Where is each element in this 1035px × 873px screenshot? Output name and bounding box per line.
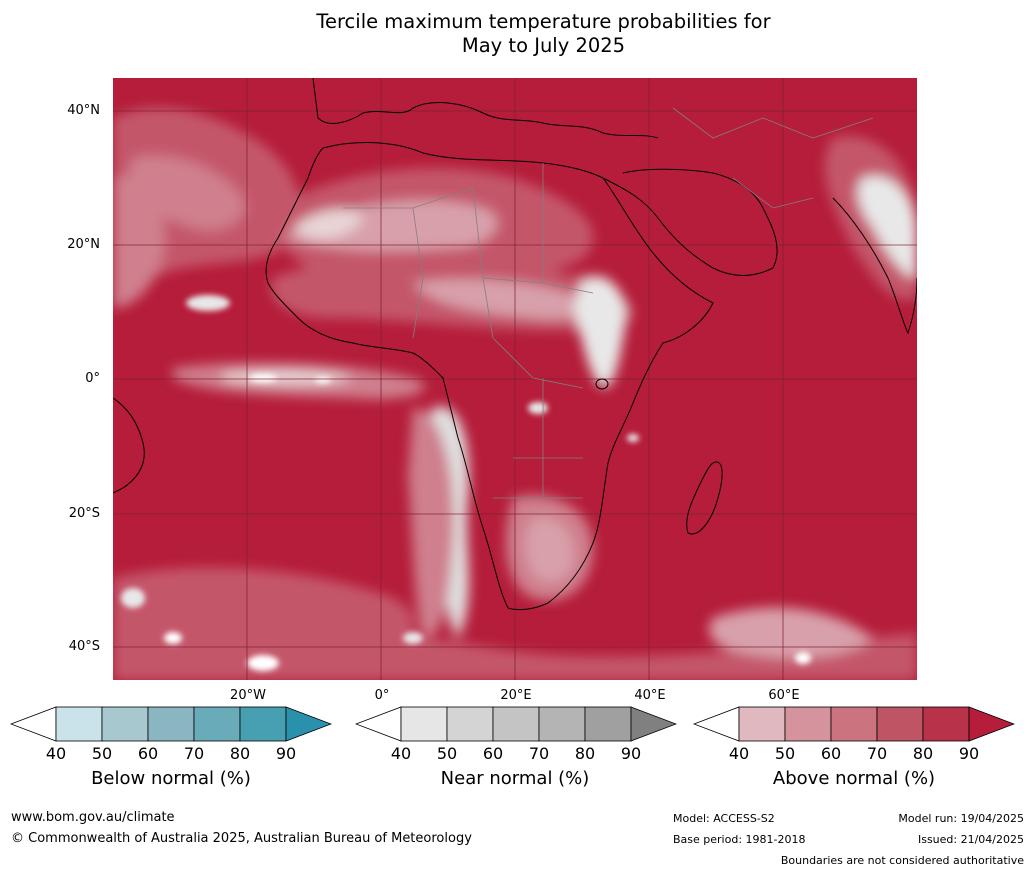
colorbar-below-normal-tick: 40	[45, 744, 67, 763]
colorbar-above-normal-tick: 60	[820, 744, 842, 763]
legend-label-below-normal: Below normal (%)	[91, 768, 251, 789]
title-line-2: May to July 2025	[461, 34, 626, 57]
colorbar-near-normal	[355, 706, 677, 742]
colorbar-above-normal-tick: 50	[774, 744, 796, 763]
lon-label-20w: 20°W	[230, 688, 266, 703]
chart-title: Tercile maximum temperature probabilitie…	[0, 10, 1035, 58]
colorbar-below-normal-tick: 70	[183, 744, 205, 763]
colorbar-below-normal-swatch	[147, 706, 195, 742]
colorbar-above-normal-swatch	[738, 706, 786, 742]
graticule	[113, 78, 917, 680]
footer-model-run: Model run: 19/04/2025	[898, 812, 1024, 825]
colorbar-below-normal-tick: 80	[229, 744, 251, 763]
legend-label-above-normal: Above normal (%)	[772, 768, 936, 789]
colorbar-below-normal-swatch	[55, 706, 103, 742]
colorbar-near-normal-swatches	[355, 706, 677, 742]
colorbar-near-normal-tick: 80	[574, 744, 596, 763]
title-line-1: Tercile maximum temperature probabilitie…	[316, 10, 771, 33]
colorbar-below-normal-tick: 50	[91, 744, 113, 763]
coastlines	[113, 78, 917, 611]
colorbar-near-normal-tick: 40	[390, 744, 412, 763]
colorbar-below-normal-tick: 60	[137, 744, 159, 763]
colorbar-near-normal-under-triangle	[355, 706, 402, 742]
lon-label-0: 0°	[374, 688, 390, 703]
colorbar-below-normal-tick: 90	[275, 744, 297, 763]
footer-issued: Issued: 21/04/2025	[917, 833, 1024, 846]
colorbar-near-normal-swatch	[584, 706, 632, 742]
colorbar-below-normal-swatch	[193, 706, 241, 742]
colorbar-above-normal-over-triangle	[968, 706, 1015, 742]
lat-label-0: 0°	[85, 371, 100, 386]
colorbar-above-normal-swatch	[876, 706, 924, 742]
colorbar-below-normal-swatch	[101, 706, 149, 742]
colorbar-above-normal-tick: 40	[728, 744, 750, 763]
lat-label-40n: 40°N	[67, 103, 100, 118]
probability-field	[113, 107, 917, 680]
colorbar-above-normal-tick: 80	[912, 744, 934, 763]
colorbar-near-normal-swatch	[446, 706, 494, 742]
footer-base-period: Base period: 1981-2018	[673, 833, 806, 846]
colorbar-near-normal-tick: 50	[436, 744, 458, 763]
colorbar-below-normal	[10, 706, 332, 742]
near-normal-patches	[121, 295, 811, 671]
colorbar-near-normal-tick: 60	[482, 744, 504, 763]
country-borders	[343, 107, 874, 499]
lon-label-20e: 20°E	[500, 688, 532, 703]
colorbar-near-normal-swatch	[400, 706, 448, 742]
lon-label-40e: 40°E	[634, 688, 666, 703]
colorbar-above-normal-swatch	[922, 706, 970, 742]
colorbar-near-normal-swatch	[538, 706, 586, 742]
footer-model: Model: ACCESS-S2	[673, 812, 775, 825]
colorbar-above-normal-swatches	[693, 706, 1015, 742]
lon-label-60e: 60°E	[768, 688, 800, 703]
colorbar-below-normal-over-triangle	[285, 706, 332, 742]
probability-map	[113, 78, 917, 680]
colorbar-above-normal-tick: 70	[866, 744, 888, 763]
lat-label-20n: 20°N	[67, 237, 100, 252]
colorbar-below-normal-swatches	[10, 706, 332, 742]
lat-label-40s: 40°S	[68, 639, 100, 654]
colorbar-below-normal-swatch	[239, 706, 287, 742]
colorbar-above-normal-swatch	[784, 706, 832, 742]
footer-disclaimer: Boundaries are not considered authoritat…	[780, 854, 1024, 867]
colorbar-near-normal-over-triangle	[630, 706, 677, 742]
legend-label-near-normal: Near normal (%)	[440, 768, 590, 789]
colorbar-near-normal-tick: 70	[528, 744, 550, 763]
colorbar-above-normal-under-triangle	[693, 706, 740, 742]
lat-label-20s: 20°S	[68, 506, 100, 521]
footer-url[interactable]: www.bom.gov.au/climate	[11, 810, 175, 825]
colorbar-below-normal-under-triangle	[10, 706, 57, 742]
colorbar-above-normal-swatch	[830, 706, 878, 742]
colorbar-near-normal-tick: 90	[620, 744, 642, 763]
colorbar-near-normal-swatch	[492, 706, 540, 742]
colorbar-above-normal-tick: 90	[958, 744, 980, 763]
footer-copyright: © Commonwealth of Australia 2025, Austra…	[11, 831, 472, 846]
colorbar-above-normal	[693, 706, 1015, 742]
